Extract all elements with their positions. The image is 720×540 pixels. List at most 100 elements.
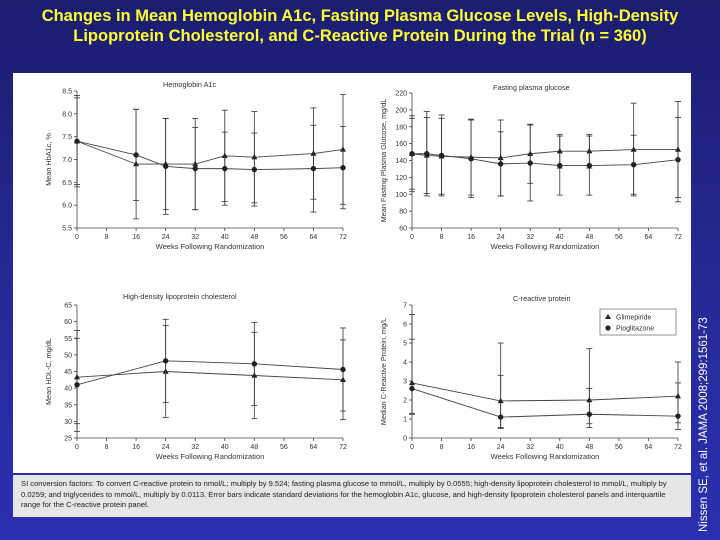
x-tick-label: 24	[497, 444, 505, 451]
y-tick-label: 55	[64, 336, 72, 343]
y-tick-label: 7.5	[62, 134, 72, 141]
data-point-circle	[527, 160, 533, 166]
x-tick-label: 32	[191, 234, 199, 241]
y-tick-label: 0	[403, 436, 407, 443]
y-tick-label: 50	[64, 352, 72, 359]
data-point-circle	[438, 152, 445, 159]
x-tick-label: 72	[339, 444, 347, 451]
data-point-circle	[409, 385, 415, 392]
legend-label: Pioglitazone	[616, 326, 654, 333]
series-pioglitazone	[74, 97, 346, 215]
y-tick-label: 6.0	[62, 203, 72, 210]
x-tick-label: 40	[556, 234, 564, 241]
x-tick-label: 8	[105, 234, 109, 241]
x-tick-label: 0	[75, 234, 79, 241]
data-point-circle	[409, 151, 415, 157]
x-tick-label: 64	[645, 444, 653, 451]
x-tick-label: 24	[497, 234, 505, 241]
footnote: SI conversion factors: To convert C-reac…	[13, 475, 691, 517]
data-point-circle	[74, 382, 80, 388]
x-tick-label: 72	[674, 444, 682, 451]
x-tick-label: 0	[410, 234, 414, 241]
chart-title: C-reactive protein	[513, 294, 571, 303]
legend-box	[599, 308, 677, 336]
y-tick-label: 7.0	[62, 157, 72, 164]
series-glimepiride	[409, 101, 681, 199]
y-tick-label: 8.0	[62, 111, 72, 118]
y-axis-label: Mean HbA1c, %	[44, 133, 53, 186]
y-tick-label: 6.5	[62, 180, 72, 187]
data-point-circle	[251, 361, 258, 367]
x-axis-label: Weeks Following Randomization	[156, 452, 265, 461]
y-tick-label: 5.5	[62, 226, 72, 233]
x-tick-label: 32	[191, 444, 199, 451]
figure-svg: 5.56.06.57.07.58.08.50 8 16 24 32 40 48 56 64 72W…	[44, 80, 682, 461]
y-tick-label: 140	[395, 158, 407, 165]
series-line	[412, 153, 679, 167]
x-tick-label: 64	[645, 234, 653, 241]
x-tick-label: 72	[339, 234, 347, 241]
chart-title: Hemoglobin A1c	[163, 80, 216, 89]
x-tick-label: 64	[310, 234, 318, 241]
series-line	[411, 388, 679, 418]
series-line	[76, 140, 344, 170]
series-pioglitazone	[409, 338, 681, 430]
x-tick-label: 8	[105, 444, 109, 451]
data-point-circle	[675, 413, 681, 419]
data-point-circle	[586, 411, 593, 417]
series-line	[411, 149, 678, 159]
legend-marker-triangle	[605, 314, 611, 319]
y-tick-label: 40	[64, 386, 72, 393]
y-tick-label: 4	[403, 360, 407, 367]
data-point-circle	[133, 152, 139, 158]
series-pioglitazone	[409, 111, 681, 203]
y-tick-label: 3	[403, 379, 407, 386]
y-tick-label: 220	[395, 91, 407, 98]
series-pioglitazone	[74, 318, 346, 432]
data-point-circle	[424, 151, 430, 157]
y-tick-label: 180	[395, 124, 407, 131]
x-tick-label: 32	[526, 234, 534, 241]
x-tick-label: 0	[75, 444, 79, 451]
data-point-circle	[340, 366, 346, 373]
x-axis-label: Weeks Following Randomization	[491, 452, 600, 461]
y-tick-label: 80	[399, 209, 407, 216]
chart-0: 5.5 6.0 6.5 7.0 7.5 8.0 8.5 0 8 16 24 32 40 48 56 64 72 W…	[44, 80, 347, 251]
data-point-circle	[497, 414, 504, 420]
figure-panel: 5.5 6.0 6.5 7.0 7.5 8.0 8.5 0 8 16 24 32 40 48 56 64 72 W…	[13, 73, 691, 473]
y-tick-label: 100	[395, 192, 407, 199]
data-point-circle	[310, 165, 317, 172]
data-point-circle	[675, 156, 681, 163]
x-tick-label: 48	[585, 234, 593, 241]
series-glimepiride	[74, 94, 346, 220]
chart-1: 60 80 100 120 140 160 180 200 220 0 8 16 24 32 40 48 56 6…	[379, 83, 682, 251]
y-tick-label: 2	[403, 398, 407, 405]
citation: Nissen SE, et al. JAMA 2008;299:1561-73	[698, 317, 710, 532]
x-tick-label: 56	[615, 444, 623, 451]
y-tick-label: 35	[64, 402, 72, 409]
y-tick-label: 1	[403, 417, 407, 424]
x-tick-label: 56	[615, 234, 623, 241]
x-tick-label: 16	[132, 444, 140, 451]
data-point-circle	[74, 138, 80, 144]
chart-title: Fasting plasma glucose	[493, 83, 570, 92]
y-axis-label: Mean HDL-C, mg/dL	[44, 338, 53, 405]
y-tick-label: 65	[64, 303, 72, 310]
y-tick-label: 8.5	[62, 89, 72, 96]
x-tick-label: 8	[440, 444, 444, 451]
x-tick-label: 56	[280, 234, 288, 241]
x-tick-label: 48	[250, 444, 258, 451]
x-tick-label: 64	[310, 444, 318, 451]
data-point-circle	[340, 165, 346, 171]
y-axis-label: Median C-Reactive Protein, mg/L	[379, 318, 388, 425]
x-tick-label: 32	[526, 444, 534, 451]
y-tick-label: 45	[64, 369, 72, 376]
x-tick-label: 16	[132, 234, 140, 241]
y-tick-label: 30	[64, 419, 72, 426]
slide-title: Changes in Mean Hemoglobin A1c, Fasting …	[41, 7, 679, 45]
data-point-circle	[251, 166, 258, 173]
y-tick-label: 25	[64, 436, 72, 443]
series-line	[76, 140, 344, 165]
x-axis-label: Weeks Following Randomization	[156, 242, 265, 251]
x-tick-label: 72	[674, 234, 682, 241]
